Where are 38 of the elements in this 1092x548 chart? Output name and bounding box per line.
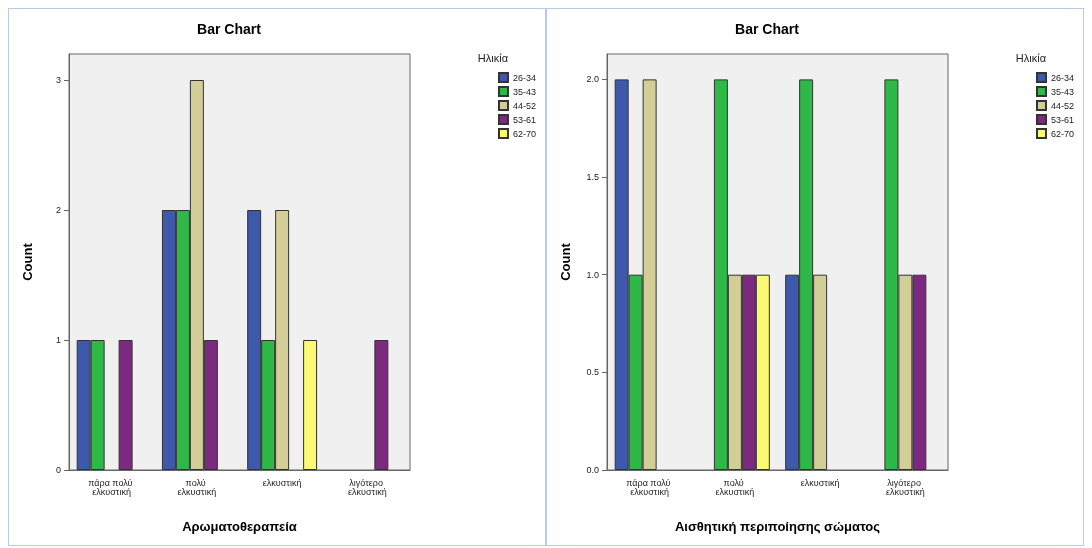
legend-label: 53-61 — [1050, 114, 1075, 125]
x-tick-label: πολύ ελκυστική — [177, 477, 217, 497]
legend-label: 26-34 — [1050, 72, 1075, 83]
legend-label: 62-70 — [512, 128, 537, 139]
y-tick-label: 0.0 — [586, 465, 599, 475]
bar — [303, 340, 318, 470]
y-tick-label: 1.0 — [586, 269, 599, 280]
legend-label: 53-61 — [512, 114, 537, 125]
chart-title: Bar Chart — [197, 21, 262, 37]
x-axis-title: Αισθητική περιποίησης σώματος — [674, 519, 881, 534]
x-tick-label: πάρα πολύ ελκυστική — [88, 477, 135, 497]
x-axis-title: Αρωματοθεραπεία — [182, 519, 297, 534]
y-axis-title: Count — [20, 242, 35, 281]
legend-label: 35-43 — [1050, 86, 1075, 97]
legend-label: 35-43 — [512, 86, 537, 97]
y-tick-label: 2.0 — [586, 74, 599, 85]
chart-title: Bar Chart — [735, 21, 800, 37]
legend-title: Ηλικία — [1015, 51, 1047, 64]
y-tick-label: 0.5 — [586, 367, 599, 378]
x-tick-label: λιγότερο ελκυστική — [348, 477, 387, 497]
x-tick-label: λιγότερο ελκυστική — [886, 477, 925, 497]
legend-label: 44-52 — [1050, 100, 1075, 111]
y-tick-label: 3 — [55, 75, 61, 85]
bar — [118, 340, 133, 470]
legend-label: 26-34 — [512, 72, 537, 83]
bar — [374, 340, 389, 470]
legend-label: 62-70 — [1050, 128, 1075, 139]
y-tick-label: 1 — [55, 335, 61, 345]
legend-label: 44-52 — [512, 100, 537, 111]
x-tick-label: ελκυστική — [800, 477, 840, 488]
legend-title: Ηλικία — [477, 51, 509, 64]
y-axis-title: Count — [558, 242, 573, 281]
x-tick-label: πάρα πολύ ελκυστική — [626, 477, 673, 497]
y-tick-label: 0 — [55, 465, 61, 475]
x-tick-label: πολύ ελκυστική — [715, 477, 755, 497]
y-tick-label: 1.5 — [586, 172, 599, 183]
x-tick-label: ελκυστική — [262, 477, 302, 488]
y-tick-label: 2 — [55, 205, 61, 215]
